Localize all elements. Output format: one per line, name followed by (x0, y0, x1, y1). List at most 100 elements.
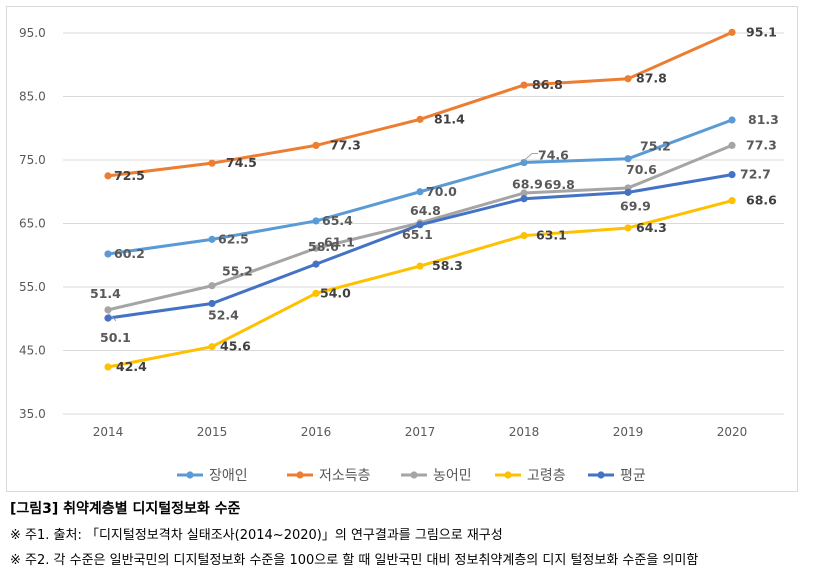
data-point (520, 195, 528, 203)
data-label: 72.5 (114, 168, 145, 183)
x-tick-label: 2018 (509, 425, 540, 439)
data-point (312, 289, 320, 297)
data-label: 75.2 (640, 139, 671, 154)
data-point (416, 262, 424, 270)
y-tick-label: 45.0 (19, 344, 46, 358)
data-label: 42.4 (116, 359, 147, 374)
data-point (520, 231, 528, 240)
data-point (728, 141, 736, 149)
data-label: 58.3 (432, 258, 463, 273)
data-point (520, 81, 528, 89)
data-label: 62.5 (218, 231, 249, 246)
y-tick-label: 95.0 (19, 26, 46, 40)
data-point (208, 282, 216, 290)
data-label: 74.5 (226, 155, 257, 170)
series-lines (104, 28, 736, 371)
line-chart: 95.0 85.0 75.0 65.0 55.0 45.0 35.0 2014 2015 2016… (19, 24, 784, 484)
data-label: 74.6 (538, 148, 569, 163)
y-tick-label: 85.0 (19, 90, 46, 104)
definition-note: ※ 주2. 각 수준은 일반국민의 디지털정보화 수준을 100으로 할 때 일… (10, 553, 699, 568)
y-tick-label: 35.0 (19, 407, 46, 421)
data-label: 68.6 (746, 193, 777, 208)
y-tick-label: 75.0 (19, 153, 46, 167)
x-tick-label: 2019 (613, 425, 644, 439)
data-point (728, 171, 736, 179)
data-label: 70.6 (626, 162, 657, 177)
data-point (624, 75, 632, 83)
legend-marker (597, 471, 605, 479)
chart-frame: 95.0 85.0 75.0 65.0 55.0 45.0 35.0 2014 2015 2016… (6, 6, 798, 492)
data-label: 69.8 (544, 177, 575, 192)
leader-line (107, 312, 117, 322)
legend-marker (186, 471, 194, 479)
data-point (624, 188, 632, 196)
x-tick-label: 2015 (197, 425, 228, 439)
data-label: 64.8 (410, 203, 441, 218)
legend-marker (296, 471, 304, 479)
data-label: 65.4 (322, 213, 353, 228)
data-point (312, 141, 320, 149)
data-point (312, 217, 320, 225)
leader-line (523, 153, 538, 161)
data-point (728, 28, 736, 36)
data-point (312, 260, 320, 268)
data-point (520, 158, 528, 167)
data-point (728, 116, 736, 124)
legend-label: 평균 (620, 468, 646, 484)
data-point (104, 250, 112, 258)
legend-marker (504, 471, 512, 479)
data-label: 54.0 (320, 285, 351, 300)
data-point (104, 306, 112, 314)
data-point (624, 224, 632, 232)
legend-label: 저소득층 (319, 468, 371, 484)
x-tick-label: 2017 (405, 425, 436, 439)
data-label: 87.8 (636, 71, 667, 86)
data-point (104, 172, 112, 180)
data-label: 70.0 (426, 184, 457, 199)
figure-caption: [그림3] 취약계층별 디지털정보화 수준 (10, 501, 241, 517)
legend-label: 장애인 (209, 468, 248, 484)
data-label: 58.6 (308, 239, 339, 254)
legend-marker (410, 471, 418, 479)
axis-tick-labels: 95.0 85.0 75.0 65.0 55.0 45.0 35.0 2014 2015 2016… (19, 26, 747, 439)
legend-label: 농어민 (433, 468, 472, 484)
data-point (312, 244, 320, 252)
data-label: 77.3 (330, 137, 361, 152)
data-point (416, 221, 424, 229)
data-label: 61.1 (324, 234, 355, 249)
data-point (208, 343, 216, 351)
legend-label: 고령층 (527, 468, 566, 484)
data-label: 65.1 (402, 227, 433, 242)
data-label: 69.9 (620, 198, 651, 213)
data-label: 86.8 (532, 77, 563, 92)
data-label: 81.3 (748, 112, 779, 127)
data-label: 77.3 (746, 137, 777, 152)
data-label: 50.1 (100, 330, 131, 345)
data-label: 95.1 (746, 24, 777, 39)
data-point (208, 159, 216, 167)
data-point (208, 235, 216, 243)
data-label: 45.6 (220, 339, 251, 354)
data-label: 55.2 (222, 264, 253, 279)
data-label: 64.3 (636, 220, 667, 235)
data-label: 72.7 (740, 167, 771, 182)
data-point (416, 188, 424, 196)
x-tick-label: 2014 (93, 425, 124, 439)
x-tick-label: 2020 (717, 425, 748, 439)
data-label: 51.4 (90, 286, 121, 301)
data-point (624, 155, 632, 163)
data-label: 60.2 (114, 246, 145, 261)
gridlines (63, 32, 784, 415)
data-label: 52.4 (208, 308, 239, 323)
data-label: 63.1 (536, 228, 567, 243)
data-labels: 60.2 62.5 65.4 70.0 74.6 75.2 81.3 72.5 74.5 77.3… (90, 24, 779, 374)
series-line (106, 173, 734, 320)
data-label: 81.4 (434, 111, 465, 126)
data-label: 68.9 (512, 177, 543, 192)
legend: 장애인 저소득층 농어민 고령층 평균 (177, 468, 646, 484)
data-point (104, 314, 112, 322)
y-tick-label: 55.0 (19, 280, 46, 294)
source-note: ※ 주1. 출처: 「디지털정보격차 실태조사(2014~2020)」의 연구결… (10, 528, 503, 543)
y-tick-label: 65.0 (19, 217, 46, 231)
data-point (520, 189, 528, 197)
